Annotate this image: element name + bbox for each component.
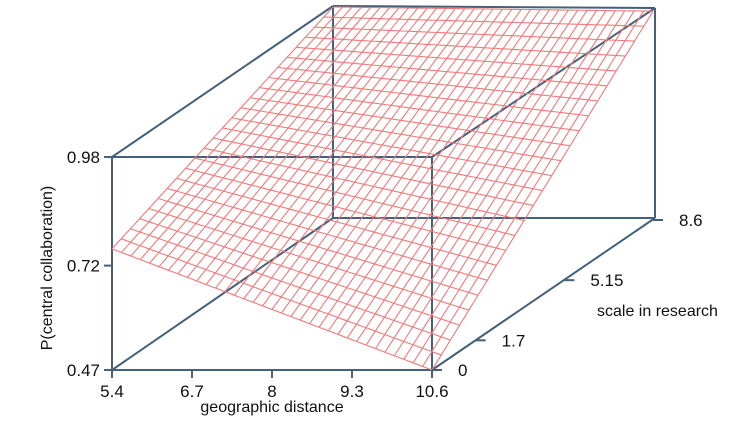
- x-tick-label: 10.6: [415, 382, 448, 401]
- box-edge-back-top-right: [332, 5, 656, 9]
- surface-line-along-distance: [121, 238, 442, 356]
- y-tick-label: 1.7: [502, 331, 526, 350]
- z-tick-label: 0.98: [67, 148, 100, 167]
- x-tick-label: 9.3: [340, 382, 364, 401]
- surface-line-along-distance: [268, 77, 589, 117]
- box-edge-front-top-right: [431, 7, 656, 158]
- box-edge-back-bottom-left: [111, 217, 334, 371]
- z-axis-label: P(central collaboration): [39, 186, 56, 351]
- surface-mesh: [111, 6, 654, 371]
- surface-line-along-distance: [176, 177, 497, 266]
- surface-line-along-distance: [194, 157, 516, 236]
- surface-line-along-distance: [277, 66, 598, 102]
- x-tick-label: 8: [267, 382, 276, 401]
- surface-line-along-distance: [296, 46, 617, 72]
- surface-line-along-distance: [323, 16, 644, 27]
- y-tick-label: 8.6: [679, 211, 703, 230]
- surface-line-along-distance: [157, 197, 479, 296]
- axis-ticks: 5.4 6.7 8 9.3 10.6 0.47 0.72 0.98 0 1.7 5.15 8.6: [67, 148, 703, 401]
- surface-line-along-distance: [250, 97, 571, 147]
- surface-line-along-distance: [286, 56, 608, 87]
- surface-line-along-distance: [222, 127, 543, 192]
- surface-line-along-distance: [203, 147, 525, 222]
- y-axis-label: scale in research: [597, 303, 718, 320]
- x-tick-label: 6.7: [180, 382, 204, 401]
- y-tick-label: 5.15: [590, 271, 623, 290]
- surface-line-along-distance: [305, 36, 626, 57]
- surface-line-along-distance: [231, 117, 552, 177]
- surface-line-along-distance: [259, 87, 580, 132]
- surface-line-along-distance: [111, 248, 433, 371]
- surface-line-along-distance: [130, 228, 451, 341]
- surface-line-along-distance: [139, 218, 460, 326]
- z-tick-label: 0.47: [67, 361, 100, 380]
- box-edge-floor-right: [431, 217, 656, 371]
- box-edge-back-top-left: [111, 5, 334, 158]
- surface-line-along-distance: [240, 107, 562, 162]
- surface-line-along-distance: [213, 137, 534, 207]
- x-tick-label: 5.4: [100, 382, 124, 401]
- x-axis-label: geographic distance: [200, 399, 343, 416]
- surface-line-along-distance: [332, 6, 654, 12]
- surface-line-along-distance: [148, 208, 469, 311]
- surface-line-along-distance: [185, 167, 506, 251]
- surface-line-along-distance: [167, 187, 488, 281]
- surface-line-along-distance: [314, 26, 635, 42]
- y-tick-label: 0: [458, 361, 467, 380]
- z-tick-label: 0.72: [67, 257, 100, 276]
